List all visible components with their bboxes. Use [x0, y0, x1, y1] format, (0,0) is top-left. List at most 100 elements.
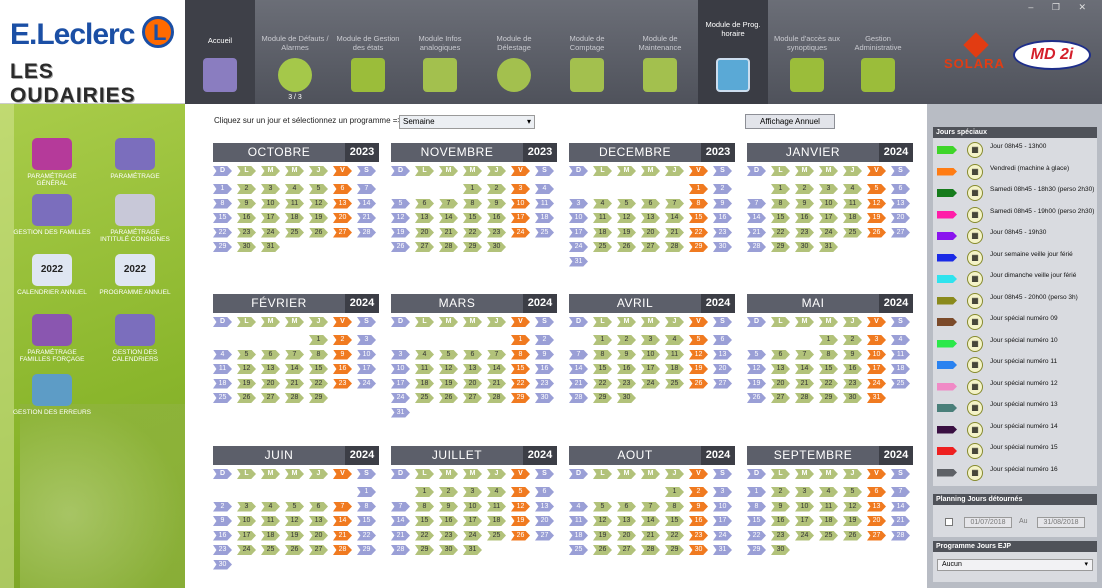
- calendar-day[interactable]: 19: [391, 227, 410, 238]
- calendar-day[interactable]: 10: [795, 501, 814, 512]
- calendar-icon[interactable]: ▦: [967, 335, 983, 352]
- calendar-day[interactable]: 22: [819, 378, 838, 389]
- calendar-day[interactable]: 25: [593, 242, 612, 252]
- special-day-row[interactable]: ▦ Samedi 08h45 - 19h00 (perso 2h30): [933, 205, 1097, 225]
- special-day-row[interactable]: ▦ Samedi 08h45 - 18h30 (perso 2h30): [933, 183, 1097, 203]
- calendar-day[interactable]: 6: [415, 198, 434, 209]
- special-day-row[interactable]: ▦ Vendredi (machine à glace): [933, 162, 1097, 182]
- calendar-day[interactable]: 26: [593, 545, 612, 555]
- calendar-day[interactable]: 9: [213, 516, 232, 526]
- calendar-day[interactable]: 18: [569, 530, 588, 541]
- calendar-day[interactable]: 29: [463, 242, 482, 252]
- calendar-day[interactable]: 4: [569, 501, 588, 512]
- calendar-day[interactable]: 10: [867, 349, 886, 360]
- calendar-day[interactable]: 27: [713, 378, 732, 389]
- calendar-day[interactable]: 4: [819, 487, 838, 497]
- calendar-day[interactable]: 5: [511, 487, 530, 497]
- calendar-day[interactable]: 12: [689, 349, 708, 360]
- calendar-day[interactable]: 6: [261, 349, 280, 360]
- calendar-day[interactable]: 10: [391, 364, 410, 374]
- calendar-day[interactable]: 25: [891, 378, 910, 389]
- color-swatch[interactable]: [937, 382, 957, 391]
- calendar-day[interactable]: 1: [357, 487, 376, 497]
- calendar-day[interactable]: 13: [771, 364, 790, 374]
- calendar-day[interactable]: 17: [261, 213, 280, 223]
- calendar-day[interactable]: 22: [689, 227, 708, 238]
- calendar-day[interactable]: 7: [487, 349, 506, 360]
- color-swatch[interactable]: [937, 318, 957, 326]
- calendar-day[interactable]: 18: [891, 364, 910, 374]
- calendar-day[interactable]: 16: [843, 364, 862, 374]
- calendar-day[interactable]: 31: [391, 407, 410, 418]
- calendar-day[interactable]: 9: [713, 198, 732, 209]
- special-day-row[interactable]: ▦ Jour spécial numéro 12: [933, 377, 1097, 397]
- calendar-day[interactable]: 23: [689, 530, 708, 541]
- calendar-icon[interactable]: ▦: [967, 185, 983, 201]
- module-defauts[interactable]: Module de Défauts / Alarmes 3 / 3: [260, 0, 330, 104]
- calendar-day[interactable]: 27: [333, 227, 352, 238]
- calendar-day[interactable]: 25: [261, 545, 280, 555]
- calendar-day[interactable]: 27: [535, 530, 554, 541]
- module-gestion-etats[interactable]: Module de Gestion des états: [333, 0, 403, 104]
- calendar-day[interactable]: 4: [665, 335, 684, 345]
- calendar-day[interactable]: 13: [463, 364, 482, 374]
- calendar-day[interactable]: 8: [665, 501, 684, 512]
- calendar-day[interactable]: 30: [213, 559, 232, 570]
- calendar-day[interactable]: 30: [237, 242, 256, 252]
- calendar-day[interactable]: 5: [617, 198, 636, 209]
- calendar-day[interactable]: 6: [463, 349, 482, 360]
- calendar-day[interactable]: 13: [535, 501, 554, 512]
- calendar-day[interactable]: 15: [593, 364, 612, 374]
- calendar-day[interactable]: 2: [795, 184, 814, 194]
- calendar-icon[interactable]: ▦: [967, 292, 983, 309]
- side-parametrage[interactable]: Paramétrage: [95, 138, 175, 180]
- calendar-day[interactable]: 13: [867, 501, 886, 512]
- calendar-day[interactable]: 2: [535, 335, 554, 345]
- calendar-day[interactable]: 5: [843, 487, 862, 497]
- side-gestion-familles[interactable]: Gestion des familles: [12, 194, 92, 236]
- calendar-day[interactable]: 10: [511, 198, 530, 209]
- calendar-day[interactable]: 7: [439, 198, 458, 209]
- calendar-day[interactable]: 16: [713, 213, 732, 223]
- calendar-day[interactable]: 4: [843, 184, 862, 194]
- calendar-day[interactable]: 23: [843, 378, 862, 389]
- calendar-day[interactable]: 2: [487, 184, 506, 194]
- calendar-day[interactable]: 19: [439, 378, 458, 389]
- calendar-day[interactable]: 5: [747, 349, 766, 360]
- calendar-day[interactable]: 4: [487, 487, 506, 497]
- calendar-icon[interactable]: ▦: [967, 206, 983, 223]
- calendar-day[interactable]: 5: [285, 501, 304, 512]
- calendar-day[interactable]: 28: [665, 242, 684, 252]
- calendar-day[interactable]: 14: [747, 213, 766, 223]
- calendar-day[interactable]: 21: [569, 378, 588, 389]
- calendar-day[interactable]: 17: [357, 364, 376, 374]
- calendar-day[interactable]: 11: [593, 213, 612, 223]
- calendar-day[interactable]: 16: [771, 516, 790, 526]
- calendar-icon[interactable]: ▦: [967, 314, 983, 330]
- calendar-day[interactable]: 3: [511, 184, 530, 194]
- calendar-day[interactable]: 13: [713, 349, 732, 360]
- calendar-day[interactable]: 21: [795, 378, 814, 389]
- calendar-day[interactable]: 28: [357, 227, 376, 238]
- calendar-day[interactable]: 28: [641, 545, 660, 555]
- calendar-day[interactable]: 22: [593, 378, 612, 389]
- calendar-day[interactable]: 24: [391, 393, 410, 403]
- calendar-day[interactable]: 10: [819, 198, 838, 209]
- calendar-day[interactable]: 10: [463, 501, 482, 512]
- calendar-day[interactable]: 19: [747, 378, 766, 389]
- calendar-day[interactable]: 23: [213, 545, 232, 555]
- calendar-day[interactable]: 9: [689, 501, 708, 512]
- calendar-day[interactable]: 25: [819, 530, 838, 541]
- calendar-day[interactable]: 9: [439, 501, 458, 512]
- calendar-day[interactable]: 11: [415, 364, 434, 374]
- calendar-day[interactable]: 30: [795, 242, 814, 252]
- special-day-row[interactable]: ▦ Jour spécial numéro 11: [933, 355, 1097, 375]
- calendar-day[interactable]: 9: [237, 198, 256, 209]
- calendar-day[interactable]: 6: [333, 184, 352, 194]
- calendar-day[interactable]: 5: [237, 349, 256, 360]
- calendar-day[interactable]: 10: [641, 349, 660, 360]
- calendar-day[interactable]: 30: [713, 242, 732, 252]
- calendar-day[interactable]: 2: [213, 501, 232, 512]
- color-swatch[interactable]: [937, 189, 957, 197]
- calendar-day[interactable]: 30: [689, 545, 708, 555]
